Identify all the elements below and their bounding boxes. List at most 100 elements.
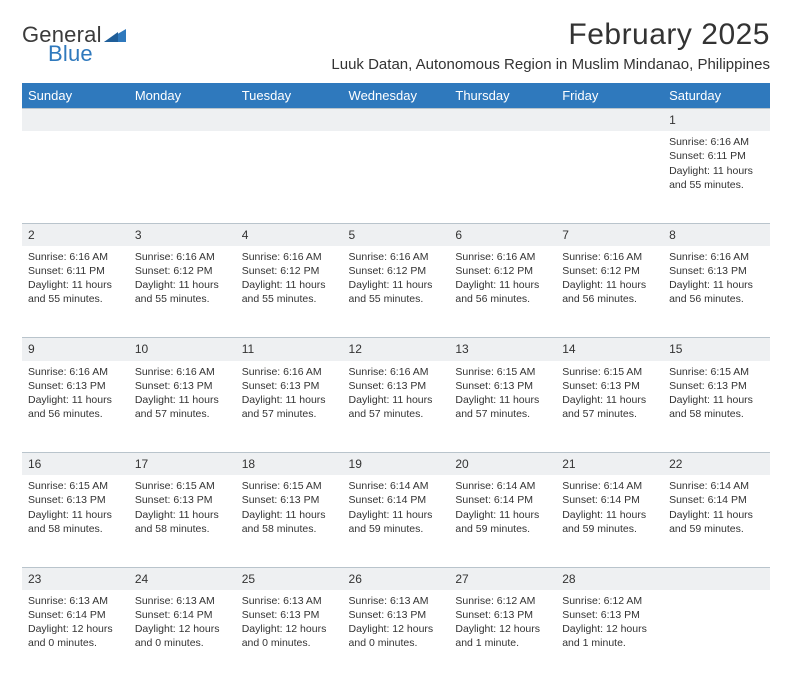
- sunrise-text: Sunrise: 6:16 AM: [349, 250, 444, 264]
- day-number-cell: [22, 109, 129, 132]
- weekday-header: Monday: [129, 83, 236, 109]
- day-number-cell: 18: [236, 453, 343, 476]
- sunrise-text: Sunrise: 6:16 AM: [669, 250, 764, 264]
- sunset-text: Sunset: 6:13 PM: [28, 379, 123, 393]
- sunrise-text: Sunrise: 6:15 AM: [455, 365, 550, 379]
- sunrise-text: Sunrise: 6:16 AM: [242, 250, 337, 264]
- sunset-text: Sunset: 6:13 PM: [669, 264, 764, 278]
- day-body-cell: Sunrise: 6:16 AMSunset: 6:12 PMDaylight:…: [236, 246, 343, 338]
- weekday-header: Thursday: [449, 83, 556, 109]
- sunset-text: Sunset: 6:14 PM: [455, 493, 550, 507]
- day-number-cell: 5: [343, 223, 450, 246]
- day-body-cell: Sunrise: 6:15 AMSunset: 6:13 PMDaylight:…: [236, 475, 343, 567]
- sunrise-text: Sunrise: 6:16 AM: [349, 365, 444, 379]
- day-number-cell: 11: [236, 338, 343, 361]
- daynum-row: 9101112131415: [22, 338, 770, 361]
- daynum-row: 16171819202122: [22, 453, 770, 476]
- day-number-cell: 9: [22, 338, 129, 361]
- sunset-text: Sunset: 6:11 PM: [28, 264, 123, 278]
- sunset-text: Sunset: 6:13 PM: [562, 608, 657, 622]
- daylight-text: Daylight: 11 hours and 55 minutes.: [28, 278, 123, 306]
- day-body-cell: Sunrise: 6:16 AMSunset: 6:11 PMDaylight:…: [22, 246, 129, 338]
- sunrise-text: Sunrise: 6:16 AM: [562, 250, 657, 264]
- daylight-text: Daylight: 12 hours and 1 minute.: [562, 622, 657, 650]
- day-body-cell: Sunrise: 6:12 AMSunset: 6:13 PMDaylight:…: [556, 590, 663, 682]
- day-number-cell: 26: [343, 567, 450, 590]
- day-body-cell: [343, 131, 450, 223]
- weekday-header: Wednesday: [343, 83, 450, 109]
- daylight-text: Daylight: 11 hours and 58 minutes.: [242, 508, 337, 536]
- daylight-text: Daylight: 12 hours and 0 minutes.: [242, 622, 337, 650]
- title-block: February 2025 Luuk Datan, Autonomous Reg…: [331, 18, 770, 73]
- daynum-row: 232425262728: [22, 567, 770, 590]
- sunrise-text: Sunrise: 6:14 AM: [349, 479, 444, 493]
- day-number-cell: 24: [129, 567, 236, 590]
- logo-text-block: General Blue: [22, 24, 126, 70]
- day-number-cell: 13: [449, 338, 556, 361]
- day-body-cell: Sunrise: 6:16 AMSunset: 6:12 PMDaylight:…: [449, 246, 556, 338]
- sunrise-text: Sunrise: 6:12 AM: [562, 594, 657, 608]
- sunset-text: Sunset: 6:13 PM: [455, 608, 550, 622]
- day-body-cell: Sunrise: 6:16 AMSunset: 6:13 PMDaylight:…: [663, 246, 770, 338]
- day-body-cell: Sunrise: 6:16 AMSunset: 6:12 PMDaylight:…: [556, 246, 663, 338]
- daylight-text: Daylight: 11 hours and 57 minutes.: [455, 393, 550, 421]
- sunrise-text: Sunrise: 6:13 AM: [349, 594, 444, 608]
- daylight-text: Daylight: 11 hours and 58 minutes.: [28, 508, 123, 536]
- day-body-cell: [663, 590, 770, 682]
- day-body-cell: [556, 131, 663, 223]
- day-number-cell: 20: [449, 453, 556, 476]
- sunset-text: Sunset: 6:14 PM: [28, 608, 123, 622]
- sunset-text: Sunset: 6:14 PM: [349, 493, 444, 507]
- daylight-text: Daylight: 11 hours and 56 minutes.: [28, 393, 123, 421]
- week-row: Sunrise: 6:16 AMSunset: 6:13 PMDaylight:…: [22, 361, 770, 453]
- day-number-cell: [449, 109, 556, 132]
- weekday-header: Sunday: [22, 83, 129, 109]
- sunrise-text: Sunrise: 6:15 AM: [28, 479, 123, 493]
- week-row: Sunrise: 6:16 AMSunset: 6:11 PMDaylight:…: [22, 131, 770, 223]
- day-number-cell: 17: [129, 453, 236, 476]
- logo-triangle-icon: [104, 26, 126, 47]
- day-number-cell: 16: [22, 453, 129, 476]
- sunset-text: Sunset: 6:13 PM: [28, 493, 123, 507]
- day-number-cell: 25: [236, 567, 343, 590]
- sunset-text: Sunset: 6:13 PM: [562, 379, 657, 393]
- daylight-text: Daylight: 11 hours and 59 minutes.: [349, 508, 444, 536]
- day-body-cell: Sunrise: 6:13 AMSunset: 6:13 PMDaylight:…: [343, 590, 450, 682]
- sunset-text: Sunset: 6:13 PM: [135, 379, 230, 393]
- daylight-text: Daylight: 12 hours and 0 minutes.: [135, 622, 230, 650]
- header: General Blue February 2025 Luuk Datan, A…: [22, 18, 770, 73]
- daylight-text: Daylight: 11 hours and 55 minutes.: [135, 278, 230, 306]
- daylight-text: Daylight: 12 hours and 1 minute.: [455, 622, 550, 650]
- daylight-text: Daylight: 12 hours and 0 minutes.: [349, 622, 444, 650]
- daylight-text: Daylight: 11 hours and 57 minutes.: [135, 393, 230, 421]
- day-body-cell: Sunrise: 6:13 AMSunset: 6:14 PMDaylight:…: [129, 590, 236, 682]
- daylight-text: Daylight: 11 hours and 55 minutes.: [242, 278, 337, 306]
- day-number-cell: [556, 109, 663, 132]
- sunrise-text: Sunrise: 6:15 AM: [669, 365, 764, 379]
- calendar-header-row: SundayMondayTuesdayWednesdayThursdayFrid…: [22, 83, 770, 109]
- day-number-cell: 22: [663, 453, 770, 476]
- sunrise-text: Sunrise: 6:16 AM: [135, 250, 230, 264]
- sunset-text: Sunset: 6:13 PM: [349, 379, 444, 393]
- sunrise-text: Sunrise: 6:15 AM: [562, 365, 657, 379]
- day-number-cell: 10: [129, 338, 236, 361]
- page: General Blue February 2025 Luuk Datan, A…: [0, 0, 792, 612]
- sunrise-text: Sunrise: 6:16 AM: [669, 135, 764, 149]
- calendar-table: SundayMondayTuesdayWednesdayThursdayFrid…: [22, 83, 770, 682]
- day-body-cell: [129, 131, 236, 223]
- day-number-cell: 4: [236, 223, 343, 246]
- day-number-cell: 6: [449, 223, 556, 246]
- day-body-cell: Sunrise: 6:15 AMSunset: 6:13 PMDaylight:…: [449, 361, 556, 453]
- daylight-text: Daylight: 11 hours and 56 minutes.: [562, 278, 657, 306]
- daylight-text: Daylight: 11 hours and 59 minutes.: [562, 508, 657, 536]
- day-body-cell: Sunrise: 6:14 AMSunset: 6:14 PMDaylight:…: [556, 475, 663, 567]
- day-body-cell: [236, 131, 343, 223]
- day-body-cell: Sunrise: 6:14 AMSunset: 6:14 PMDaylight:…: [449, 475, 556, 567]
- sunrise-text: Sunrise: 6:13 AM: [28, 594, 123, 608]
- sunset-text: Sunset: 6:13 PM: [242, 493, 337, 507]
- location-subtitle: Luuk Datan, Autonomous Region in Muslim …: [331, 56, 770, 73]
- day-body-cell: Sunrise: 6:13 AMSunset: 6:13 PMDaylight:…: [236, 590, 343, 682]
- day-body-cell: Sunrise: 6:16 AMSunset: 6:11 PMDaylight:…: [663, 131, 770, 223]
- day-body-cell: Sunrise: 6:16 AMSunset: 6:12 PMDaylight:…: [129, 246, 236, 338]
- sunset-text: Sunset: 6:13 PM: [135, 493, 230, 507]
